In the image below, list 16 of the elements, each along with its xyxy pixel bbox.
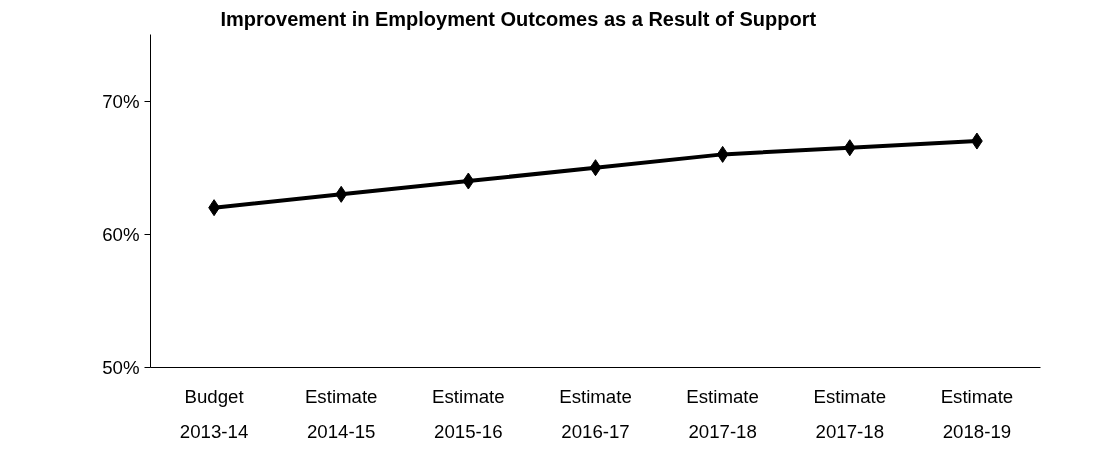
point	[335, 185, 348, 203]
y-tick-label: 70%	[102, 90, 140, 112]
x-tick-label: Estimate 2018-19	[940, 385, 1014, 443]
y-tick-label: 60%	[102, 223, 140, 245]
point	[589, 159, 602, 177]
x-tick-label: Budget 2013-14	[179, 385, 249, 443]
point	[462, 172, 475, 190]
x-tick-label: Estimate 2014-15	[304, 385, 378, 443]
x-tick-label: Estimate 2017-18	[813, 385, 887, 443]
x-tick-label: Estimate 2015-16	[432, 385, 505, 443]
x-tick-label: Estimate 2016-17	[559, 385, 632, 443]
point	[843, 139, 856, 157]
y-tick-label: 50%	[102, 357, 140, 378]
x-tick-label: Estimate 2017-18	[686, 385, 759, 443]
point	[716, 145, 729, 163]
chart-title: Improvement in Employment Outcomes as a Result of Support	[220, 7, 817, 30]
